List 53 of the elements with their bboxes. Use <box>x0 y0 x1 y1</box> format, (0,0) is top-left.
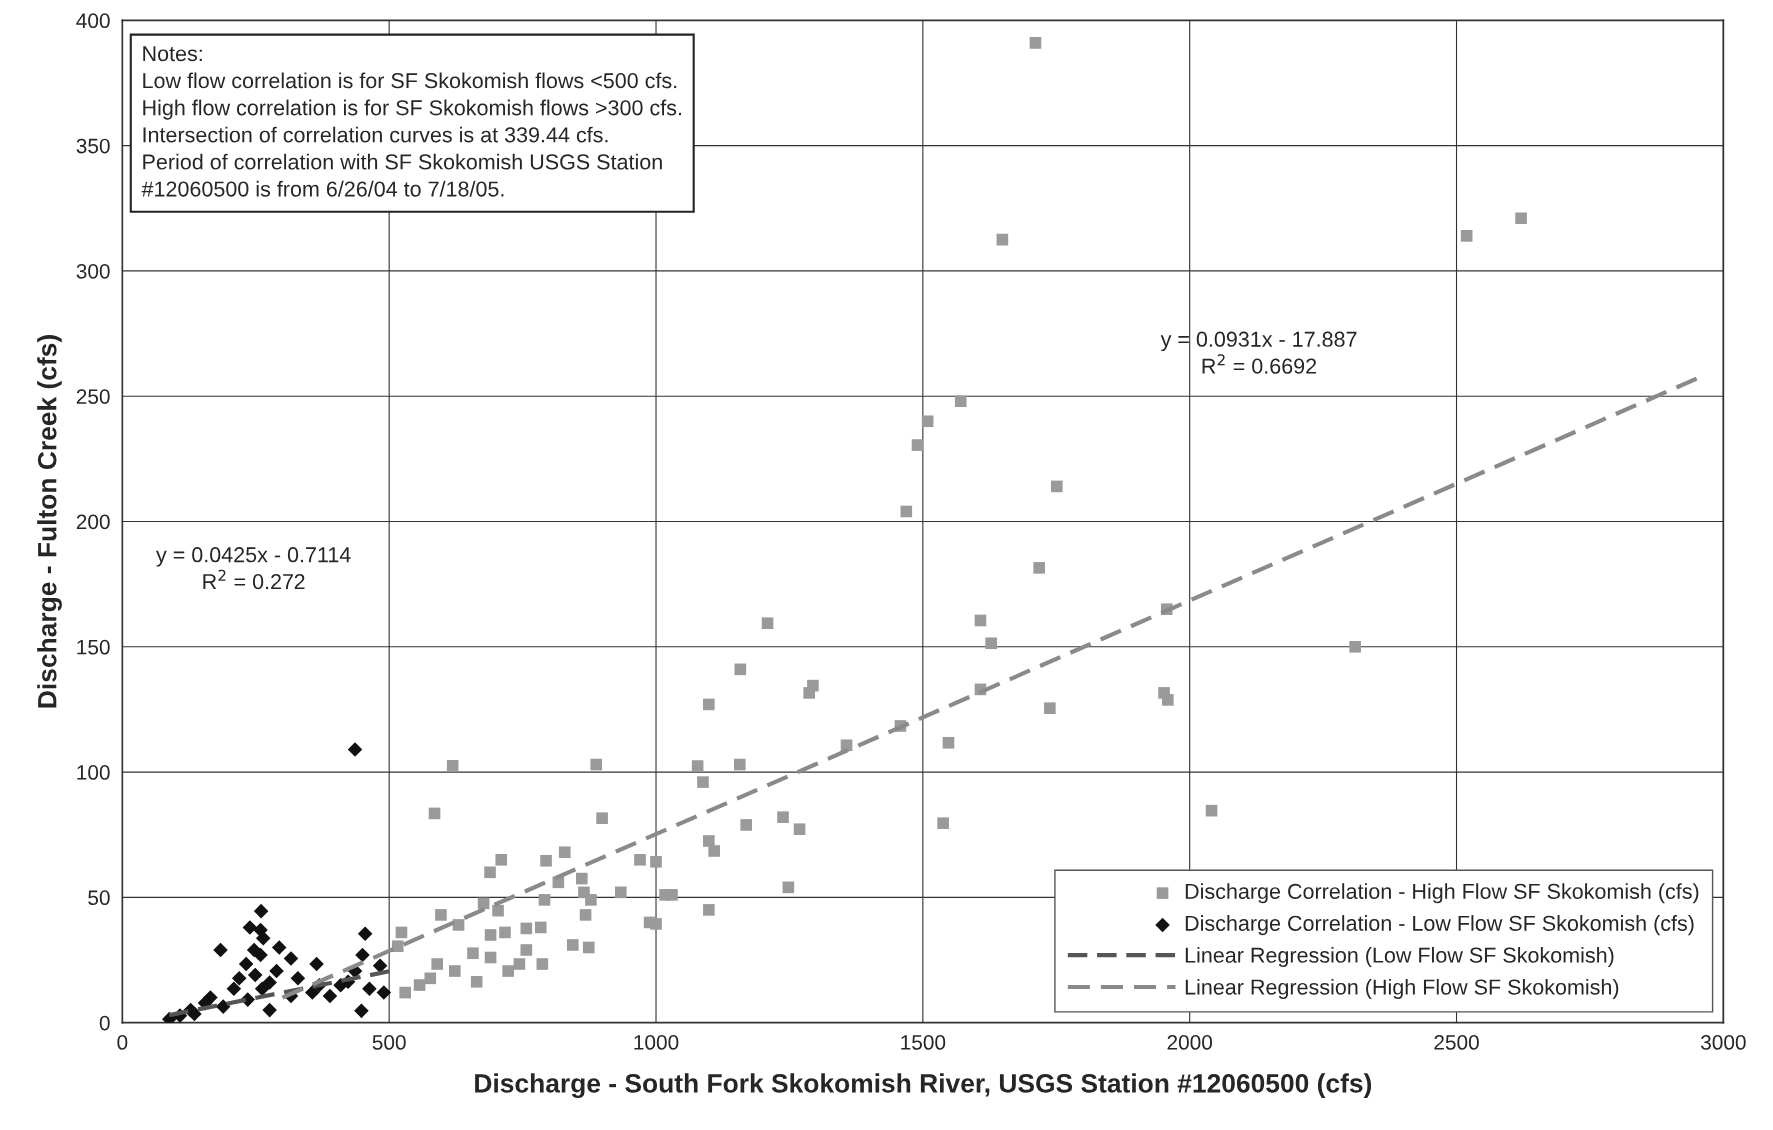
y-tick-label: 250 <box>76 389 110 404</box>
legend-label: Linear Regression (High Flow SF Skokomish) <box>1185 978 1619 999</box>
point <box>238 956 254 972</box>
annotation: y = 0.0425x - 0.7114 R$^{2}$ = 0.272 <box>156 547 351 590</box>
y-tick-label: 350 <box>76 138 110 154</box>
annotation: Notes: Low flow correlation is for SF Skokomish flows <500 cfs. High flow correlation is for SF Skokomish flows >300 cfs. Intersection of correlation curves is at 339.44 cfs. Period of correlation with SF Skokomish USGS Station #12060500 is from 6/26/04 to 7/18/05. <box>141 46 681 197</box>
point <box>271 940 287 955</box>
y-tick-label: 100 <box>77 765 110 780</box>
point <box>309 956 324 972</box>
point <box>283 951 299 966</box>
point <box>242 920 258 935</box>
x-axis-title: Discharge - South Fork Skokomish River, USGS Station #12060500 (cfs) <box>475 1073 1372 1099</box>
x-tick-label: 1500 <box>901 1035 946 1050</box>
point <box>247 967 263 983</box>
annotation: y = 0.0931x - 17.887 R$^{2}$ = 0.6692 <box>1160 331 1357 374</box>
x-tick-label: 500 <box>372 1035 406 1050</box>
point <box>322 988 338 1004</box>
legend-label: Linear Regression (Low Flow SF Skokomish) <box>1185 946 1614 968</box>
x-tick-label: 0 <box>117 1035 128 1050</box>
point <box>262 975 277 990</box>
y-tick-label: 150 <box>77 639 110 655</box>
y-tick-label: 50 <box>88 890 110 906</box>
y-tick-label: 0 <box>99 1015 110 1031</box>
y-tick-label: 300 <box>76 263 110 279</box>
point <box>355 947 370 963</box>
y-axis-title: Discharge - Fulton Creek (cfs) <box>37 335 62 708</box>
point <box>354 1003 369 1019</box>
x-tick-label: 1000 <box>634 1035 679 1050</box>
point <box>215 999 231 1014</box>
legend-label: Discharge Correlation - High Flow SF Skokomish (cfs) <box>1185 883 1699 904</box>
y-tick-label: 200 <box>76 514 110 530</box>
point <box>290 971 306 986</box>
point <box>357 926 373 941</box>
point <box>372 958 388 974</box>
point <box>231 971 247 986</box>
point <box>362 981 377 997</box>
point <box>253 903 269 919</box>
x-tick-label: 2000 <box>1167 1035 1213 1050</box>
point <box>213 942 228 958</box>
point <box>376 985 392 1000</box>
x-tick-label: 3000 <box>1700 1035 1746 1050</box>
point <box>253 947 268 963</box>
point <box>187 1006 202 1022</box>
point <box>305 985 320 1000</box>
point <box>333 978 348 993</box>
point <box>254 981 270 997</box>
point <box>226 981 242 997</box>
point <box>347 742 363 757</box>
point <box>269 963 284 979</box>
x-tick-label: 2500 <box>1434 1035 1479 1050</box>
legend-label: Discharge Correlation - Low Flow SF Skokomish (cfs) <box>1185 915 1694 936</box>
point <box>262 1002 277 1018</box>
y-tick-label: 400 <box>76 13 110 29</box>
